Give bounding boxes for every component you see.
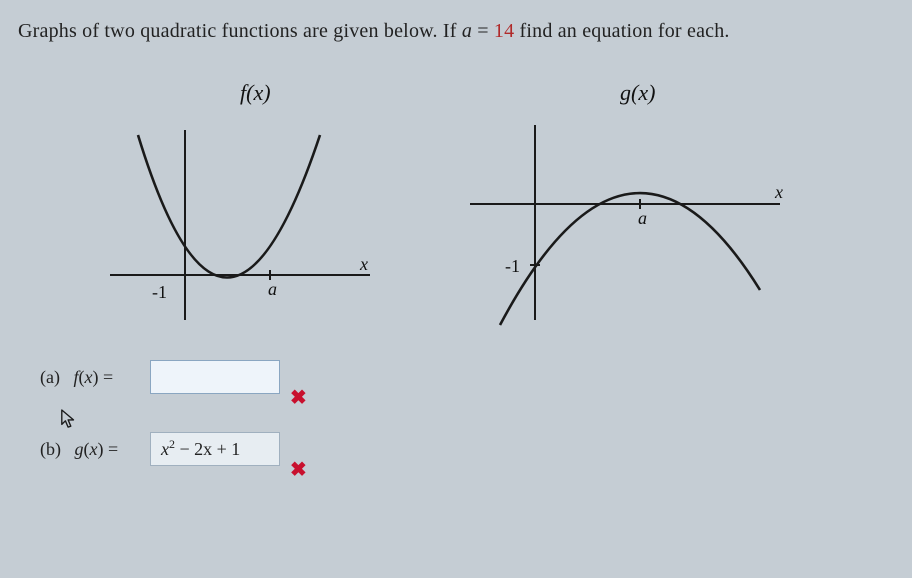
- answers-block: (a) f(x) = ✖ (b) g(x) = x2 − 2x + 1 ✖: [40, 360, 540, 496]
- prompt-a: a: [462, 20, 472, 42]
- answer-a-input[interactable]: [150, 360, 280, 394]
- a-label-f: a: [268, 279, 277, 299]
- figure-g-title: g(x): [620, 80, 655, 106]
- neg1-label-g: -1: [505, 256, 520, 276]
- answer-row-a: (a) f(x) = ✖: [40, 360, 540, 394]
- answer-b-label: (b) g(x) =: [40, 439, 150, 460]
- question-prompt: Graphs of two quadratic functions are gi…: [18, 20, 902, 43]
- answer-row-b: (b) g(x) = x2 − 2x + 1 ✖: [40, 432, 540, 466]
- cursor-icon: [60, 408, 78, 430]
- prompt-before: Graphs of two quadratic functions are gi…: [18, 20, 462, 42]
- answer-b-input[interactable]: x2 − 2x + 1: [150, 432, 280, 466]
- plot-f: x -1 a: [90, 110, 390, 330]
- prompt-after: find an equation for each.: [520, 20, 730, 42]
- axis-x-label-g: x: [774, 182, 783, 202]
- neg1-label-f: -1: [152, 282, 167, 302]
- prompt-eq: =: [472, 20, 494, 42]
- figures-row: f(x) x -1 a g(x): [90, 80, 810, 340]
- answer-a-label: (a) f(x) =: [40, 367, 150, 388]
- plot-g: x -1 a: [460, 110, 800, 330]
- prompt-a-value: 14: [494, 20, 514, 42]
- figure-f-title: f(x): [240, 80, 271, 106]
- axis-x-label-f: x: [359, 254, 368, 274]
- wrong-mark-b: ✖: [290, 457, 307, 482]
- a-label-g: a: [638, 208, 647, 228]
- wrong-mark-a: ✖: [290, 385, 307, 410]
